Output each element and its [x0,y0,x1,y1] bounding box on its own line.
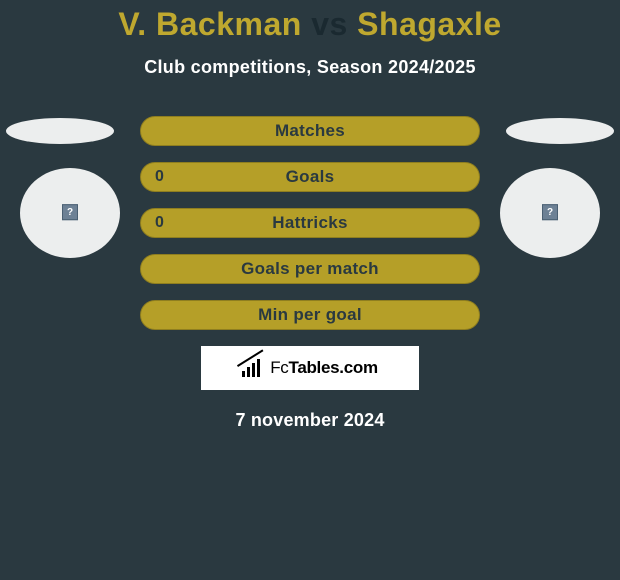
brand-text: FcTables.com [270,358,378,378]
stat-label: Min per goal [141,305,479,325]
stat-left-value: 0 [155,168,164,186]
subtitle: Club competitions, Season 2024/2025 [0,57,620,78]
date-line: 7 november 2024 [0,410,620,431]
stat-row: 0Hattricks [140,208,480,238]
stat-label: Hattricks [141,213,479,233]
stat-label: Goals [141,167,479,187]
vs-separator: vs [311,6,348,42]
player1-name: V. Backman [118,6,301,42]
stat-row: Min per goal [140,300,480,330]
stat-label: Matches [141,121,479,141]
comparison-title: V. Backman vs Shagaxle [0,0,620,43]
stat-rows: Matches0Goals0HattricksGoals per matchMi… [140,116,480,330]
stat-label: Goals per match [141,259,479,279]
stat-row: Matches [140,116,480,146]
player2-accent-ellipse [506,118,614,144]
comparison-area: Matches0Goals0HattricksGoals per matchMi… [0,116,620,431]
player2-name: Shagaxle [357,6,502,42]
stat-row: 0Goals [140,162,480,192]
player2-avatar [500,168,600,258]
placeholder-avatar-icon [542,204,558,220]
placeholder-avatar-icon [62,204,78,220]
stat-row: Goals per match [140,254,480,284]
brand-text-fc: Fc [270,358,288,377]
player1-avatar [20,168,120,258]
brand-text-rest: Tables.com [289,358,378,377]
brand-watermark: FcTables.com [201,346,419,390]
stat-left-value: 0 [155,214,164,232]
player1-accent-ellipse [6,118,114,144]
